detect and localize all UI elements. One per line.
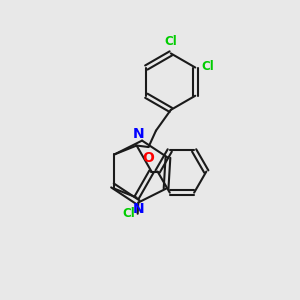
Text: Cl: Cl: [122, 207, 135, 220]
Text: N: N: [132, 202, 144, 216]
Text: O: O: [142, 151, 154, 165]
Text: Cl: Cl: [202, 59, 214, 73]
Text: N: N: [132, 128, 144, 141]
Text: Cl: Cl: [164, 35, 177, 48]
